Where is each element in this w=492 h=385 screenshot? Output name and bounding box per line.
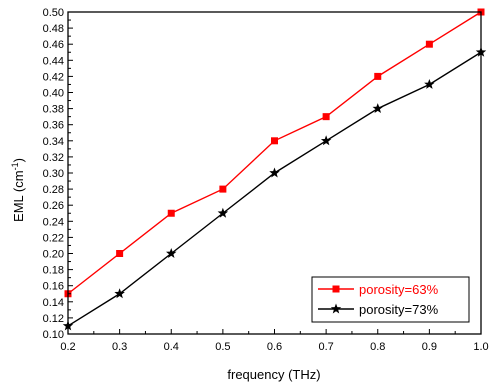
y-tick-label: 0.48	[43, 23, 64, 35]
legend-label-1: porosity=63%	[359, 282, 439, 297]
data-point-series-1	[219, 185, 227, 193]
legend-box	[311, 276, 470, 323]
data-point-series-2	[424, 78, 435, 89]
legend-marker-1	[332, 285, 340, 293]
y-tick-label: 0.28	[43, 184, 64, 196]
legend-marker-2	[330, 303, 342, 314]
data-point-series-2	[320, 135, 332, 146]
plot-frame	[67, 11, 482, 335]
data-point-series-2	[114, 288, 125, 299]
y-tick-label: 0.38	[43, 104, 64, 116]
y-axis-title: EML (cm-1)	[10, 158, 26, 222]
y-tick-label: 0.26	[43, 200, 64, 212]
data-point-series-1	[374, 72, 382, 80]
y-axis-title-tail: )	[11, 158, 26, 162]
x-axis-title: frequency (THz)	[227, 367, 320, 382]
y-axis-title-main: EML (cm	[11, 170, 26, 222]
x-tick-label: 0.2	[60, 341, 75, 353]
y-tick-label: 0.50	[43, 7, 64, 19]
x-tick-label: 1.0	[473, 341, 488, 353]
x-tick-label: 0.3	[112, 341, 127, 353]
y-tick-label: 0.18	[43, 265, 64, 277]
series-line-1	[67, 11, 482, 295]
data-point-series-1	[167, 209, 175, 217]
y-tick-label: 0.40	[43, 88, 64, 100]
data-point-series-1	[116, 250, 124, 257]
y-tick-label: 0.46	[43, 39, 64, 51]
x-tick-label: 0.6	[267, 341, 282, 353]
y-tick-label: 0.32	[43, 152, 64, 164]
data-point-series-2	[166, 248, 177, 258]
x-tick-label: 0.7	[318, 341, 333, 353]
y-tick-label: 0.44	[43, 55, 64, 67]
y-tick-label: 0.20	[43, 249, 64, 261]
y-tick-label: 0.14	[43, 297, 64, 309]
y-tick-label: 0.10	[43, 329, 64, 341]
y-tick-label: 0.30	[43, 168, 64, 180]
y-tick-label: 0.22	[43, 232, 64, 244]
y-tick-label: 0.24	[43, 216, 64, 228]
y-axis-title-superscript: -1	[10, 162, 20, 170]
x-tick-label: 0.9	[422, 341, 437, 353]
axis-ticks: 0.2 0.3 0.4 0.5 0.6 0.7 0.8 0.9 1.0 0.10 0.12 0.14 0…	[43, 7, 489, 353]
x-tick-label: 0.4	[164, 341, 179, 353]
y-tick-label: 0.36	[43, 120, 64, 132]
y-tick-label: 0.12	[43, 313, 64, 325]
y-tick-label: 0.16	[43, 281, 64, 293]
data-point-series-1	[322, 113, 330, 121]
data-point-series-1	[425, 40, 433, 48]
x-tick-label: 0.5	[215, 341, 230, 353]
data-point-series-2	[372, 103, 383, 114]
y-tick-label: 0.34	[43, 136, 64, 148]
legend: porosity=63% porosity=73%	[311, 276, 470, 323]
y-tick-label: 0.42	[43, 71, 64, 83]
data-point-series-2	[269, 167, 280, 178]
data-point-series-1	[271, 137, 278, 145]
data-point-series-2	[217, 207, 229, 218]
x-tick-label: 0.8	[370, 341, 385, 353]
legend-label-2: porosity=73%	[359, 302, 439, 317]
